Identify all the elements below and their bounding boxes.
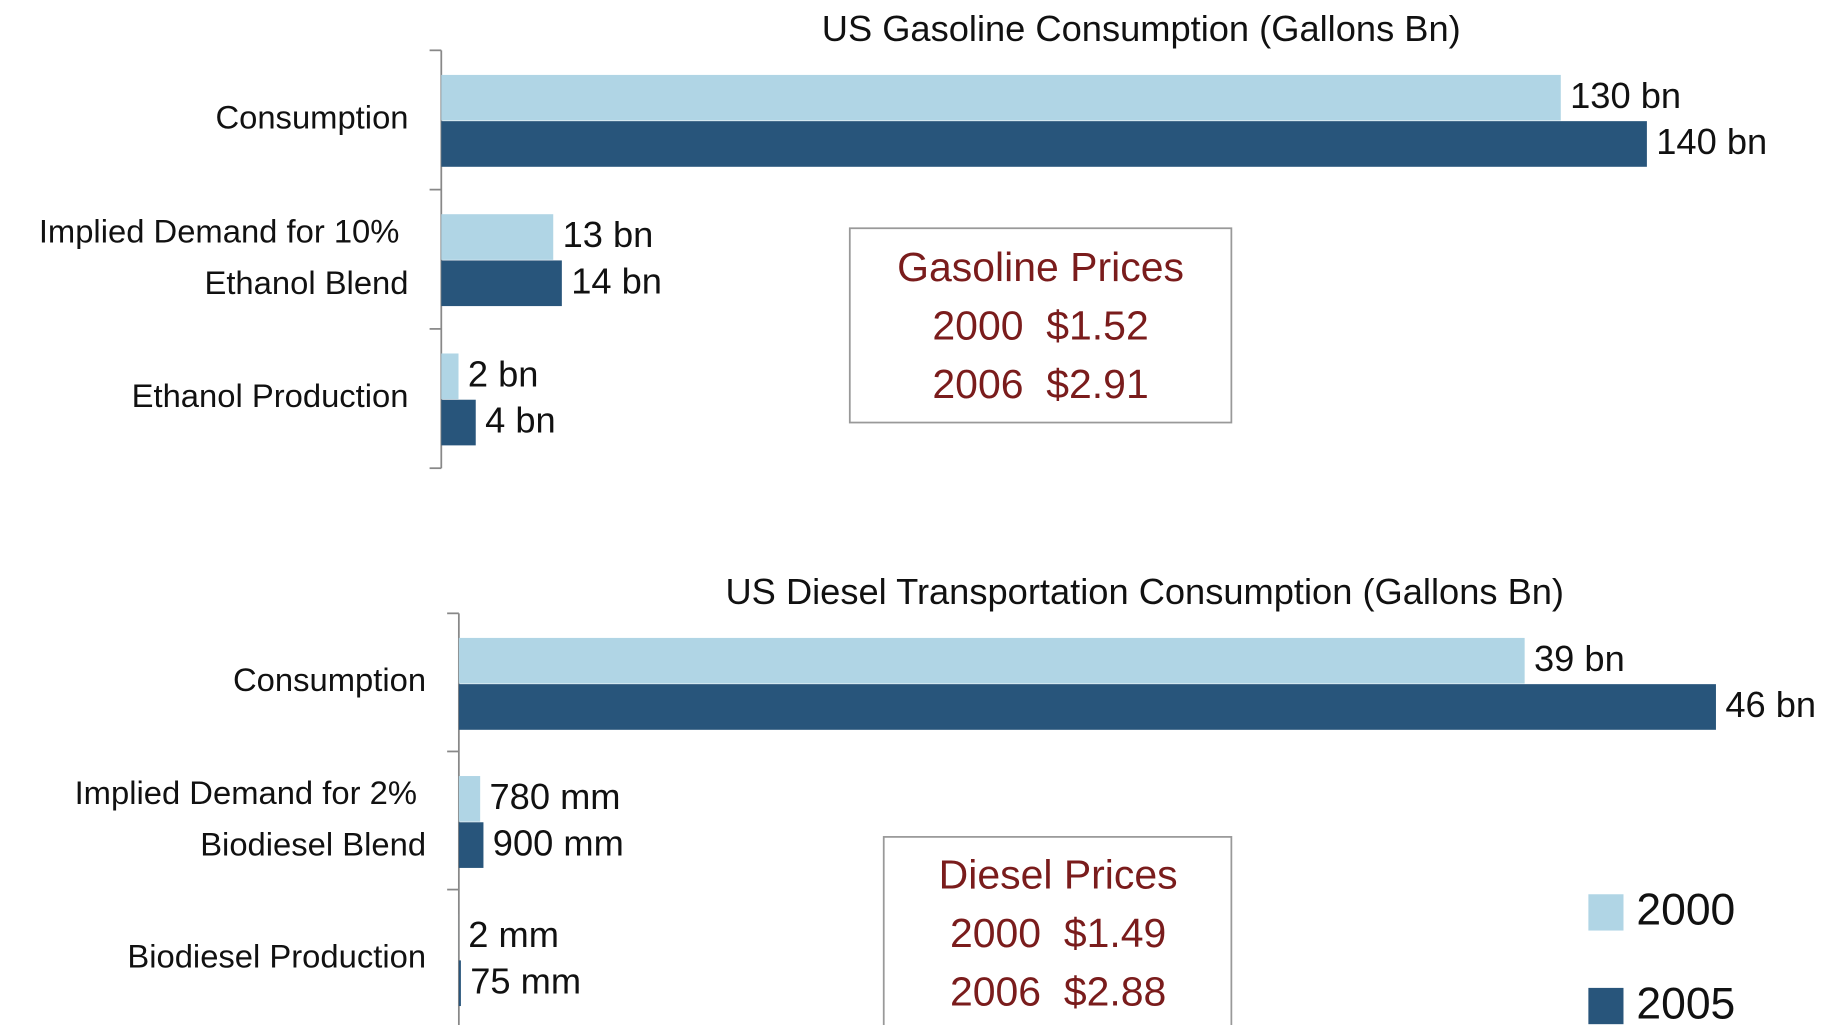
value-label: 75 mm xyxy=(470,960,581,1001)
category-label: Biodiesel Production xyxy=(127,937,426,974)
bar xyxy=(458,822,484,868)
price-box xyxy=(882,836,1233,1025)
legend-label: 2005 xyxy=(1636,979,1735,1025)
value-label: 14 bn xyxy=(571,260,662,301)
bar xyxy=(441,74,1561,121)
price-annotation: 2006 $2.91 xyxy=(932,361,1148,407)
category-label: Implied Demand for 2% Biodiesel Blend xyxy=(75,773,426,862)
price-annotation: Gasoline Prices xyxy=(897,244,1184,290)
value-label: 4 bn xyxy=(485,400,556,441)
bar xyxy=(441,399,476,446)
price-box xyxy=(848,227,1233,424)
value-label: 140 bn xyxy=(1656,121,1767,162)
bar xyxy=(441,121,1647,167)
category-label: Consumption xyxy=(215,99,408,136)
price-annotation: Diesel Prices xyxy=(939,852,1178,898)
price-annotation: 2000 $1.52 xyxy=(932,303,1148,349)
legend-swatch xyxy=(1588,894,1624,931)
bar xyxy=(458,960,461,1007)
price-annotation: 2006 $2.88 xyxy=(950,969,1166,1015)
bar xyxy=(441,260,562,307)
category-label: Implied Demand for 10% Ethanol Blend xyxy=(39,212,409,301)
price-annotation: 2000 $1.49 xyxy=(950,910,1166,956)
category-label: Consumption xyxy=(233,661,426,698)
value-label: 39 bn xyxy=(1534,638,1625,679)
value-label: 2 mm xyxy=(468,914,559,955)
bar xyxy=(458,637,1525,684)
bar xyxy=(441,353,459,400)
legend-swatch xyxy=(1588,987,1624,1025)
value-label: 13 bn xyxy=(563,214,654,255)
legend-label: 2000 xyxy=(1636,886,1735,935)
value-label: 130 bn xyxy=(1570,75,1681,116)
value-label: 2 bn xyxy=(468,353,539,394)
chart-title: US Diesel Transportation Consumption (Ga… xyxy=(725,571,1564,612)
bar xyxy=(458,776,481,822)
chart-title: US Gasoline Consumption (Gallons Bn) xyxy=(822,8,1461,49)
value-label: 900 mm xyxy=(493,822,624,863)
bar xyxy=(441,214,554,260)
value-label: 46 bn xyxy=(1725,684,1816,725)
bar xyxy=(458,684,1716,730)
category-label: Ethanol Production xyxy=(132,377,409,414)
value-label: 780 mm xyxy=(490,776,621,817)
